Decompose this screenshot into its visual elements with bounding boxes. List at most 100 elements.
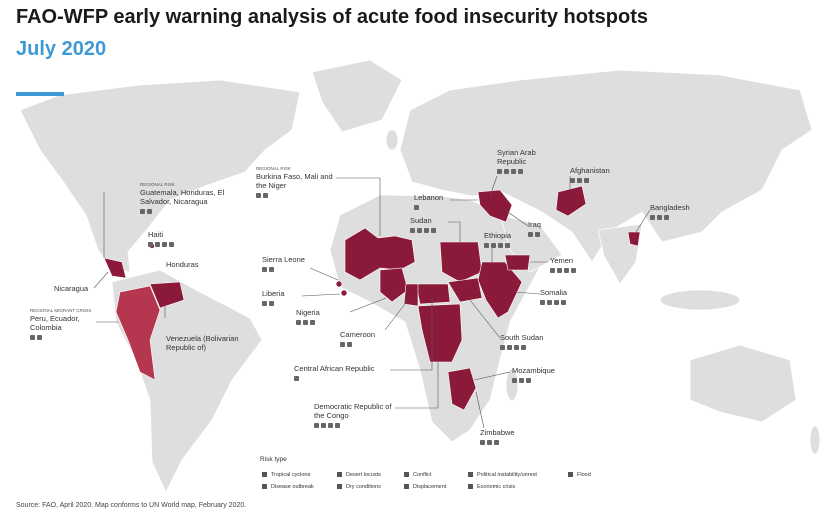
callout-name: Nicaragua xyxy=(54,284,89,293)
legend-item: Dry conditions xyxy=(337,484,381,490)
callout-name: Guatemala, Honduras, El Salvador, Nicara… xyxy=(140,188,225,206)
accent-bar xyxy=(16,92,64,96)
australia xyxy=(689,344,797,423)
callout: Haiti xyxy=(148,230,176,247)
legend-item: Desert locusts xyxy=(337,472,381,478)
hotspot-sahel xyxy=(344,227,416,281)
hotspot-sierra-leone xyxy=(335,280,343,288)
legend-item: Flood xyxy=(568,472,591,478)
legend-item: Conflict xyxy=(404,472,431,478)
hotspot-bangladesh xyxy=(627,231,641,247)
callout-name: Nigeria xyxy=(296,308,320,317)
callout-name: Haiti xyxy=(148,230,164,239)
legend-icon xyxy=(568,472,573,478)
legend-item: Displacement xyxy=(404,484,446,490)
callout: Syrian Arab Republic xyxy=(497,148,547,174)
callout-name: Burkina Faso, Mali and the Niger xyxy=(256,172,333,190)
callout-name: Liberia xyxy=(262,289,285,298)
source: Source: FAO, April 2020. Map conforms to… xyxy=(16,502,247,509)
hotspot-drc xyxy=(417,303,463,363)
legend-icon xyxy=(262,484,267,490)
hotspot-liberia xyxy=(340,289,348,297)
callout: Honduras xyxy=(166,260,199,269)
leader xyxy=(93,271,109,289)
callout: Regional migrant crisis Peru, Ecuador, Co… xyxy=(30,308,96,340)
hotspot-afghanistan xyxy=(555,185,587,217)
leader xyxy=(395,362,439,409)
legend-icon xyxy=(404,484,409,490)
leader xyxy=(469,299,501,339)
callout-tag: Regional risk xyxy=(256,166,291,171)
leader xyxy=(514,291,541,295)
callout-name: Sierra Leone xyxy=(262,255,305,264)
callout: Central African Republic xyxy=(294,364,390,381)
legend-label: Desert locusts xyxy=(346,472,381,478)
callout: Regional risk Guatemala, Honduras, El Sal… xyxy=(140,182,230,214)
legend-icon xyxy=(337,472,342,478)
callout: Mozambique xyxy=(512,366,555,383)
legend-label: Political instability/unrest xyxy=(477,472,537,478)
title: FAO-WFP early warning analysis of acute … xyxy=(16,6,648,28)
callout: Liberia xyxy=(262,289,285,306)
legend-label: Displacement xyxy=(413,484,447,490)
subtitle: July 2020 xyxy=(16,38,107,60)
callout: Cameroon xyxy=(340,330,376,347)
callout-name: Yemen xyxy=(550,256,574,265)
uk xyxy=(385,129,399,151)
leader xyxy=(448,221,461,242)
callout: Sudan xyxy=(410,216,438,233)
callout: Yemen xyxy=(550,256,578,273)
legend-icon xyxy=(337,484,342,490)
legend-item: Political instability/unrest xyxy=(468,472,537,478)
new-zealand xyxy=(809,425,821,455)
legend-title: Risk type xyxy=(260,456,287,463)
legend-icon xyxy=(262,472,267,478)
callout-name: Iraq xyxy=(528,220,541,229)
legend-item: Disease outbreak xyxy=(262,484,314,490)
callout: Venezuela (Bolivarian Republic of) xyxy=(166,334,246,352)
legend-icon xyxy=(404,472,409,478)
callout: Zimbabwe xyxy=(480,428,515,445)
leader xyxy=(475,391,485,429)
legend-label: Flood xyxy=(577,472,591,478)
callout: Ethiopia xyxy=(484,231,512,248)
callout-tag: Regional migrant crisis xyxy=(30,308,92,313)
callout-name: Afghanistan xyxy=(570,166,610,175)
hotspot-central-america xyxy=(103,257,127,279)
hotspot-southern-africa xyxy=(447,367,477,411)
legend-icon xyxy=(468,484,473,490)
hotspot-south-sudan xyxy=(447,277,483,303)
legend-label: Tropical cyclone xyxy=(271,472,311,478)
callout: Sierra Leone xyxy=(262,255,305,272)
hotspot-venezuela xyxy=(149,281,185,309)
callout-name: Cameroon xyxy=(340,330,376,339)
callout-name: Syrian Arab Republic xyxy=(497,148,536,166)
leader xyxy=(384,299,409,331)
callout-name: South Sudan xyxy=(500,333,544,342)
greenland xyxy=(311,59,403,133)
hotspot-yemen xyxy=(504,254,531,271)
callout-name: Zimbabwe xyxy=(480,428,515,437)
callout: Afghanistan xyxy=(570,166,610,183)
callout-name: Sudan xyxy=(410,216,432,225)
indonesia xyxy=(659,289,741,311)
legend-item: Tropical cyclone xyxy=(262,472,311,478)
hotspot-andean xyxy=(115,285,161,381)
callout-name: Mozambique xyxy=(512,366,555,375)
leader xyxy=(390,298,433,371)
legend-label: Disease outbreak xyxy=(271,484,314,490)
hotspot-nigeria xyxy=(379,267,409,303)
callout: South Sudan xyxy=(500,333,544,350)
callout-name: Central African Republic xyxy=(294,364,375,373)
leader xyxy=(301,293,341,297)
callout-name: Lebanon xyxy=(414,193,444,202)
north-america xyxy=(19,79,301,273)
legend-label: Dry conditions xyxy=(346,484,381,490)
legend-label: Economic crisis xyxy=(477,484,516,490)
callout: Democratic Republic of the Congo xyxy=(314,402,394,428)
legend-item: Economic crisis xyxy=(468,484,515,490)
callout-name: Ethiopia xyxy=(484,231,512,240)
leader xyxy=(309,267,339,281)
madagascar xyxy=(505,368,519,402)
